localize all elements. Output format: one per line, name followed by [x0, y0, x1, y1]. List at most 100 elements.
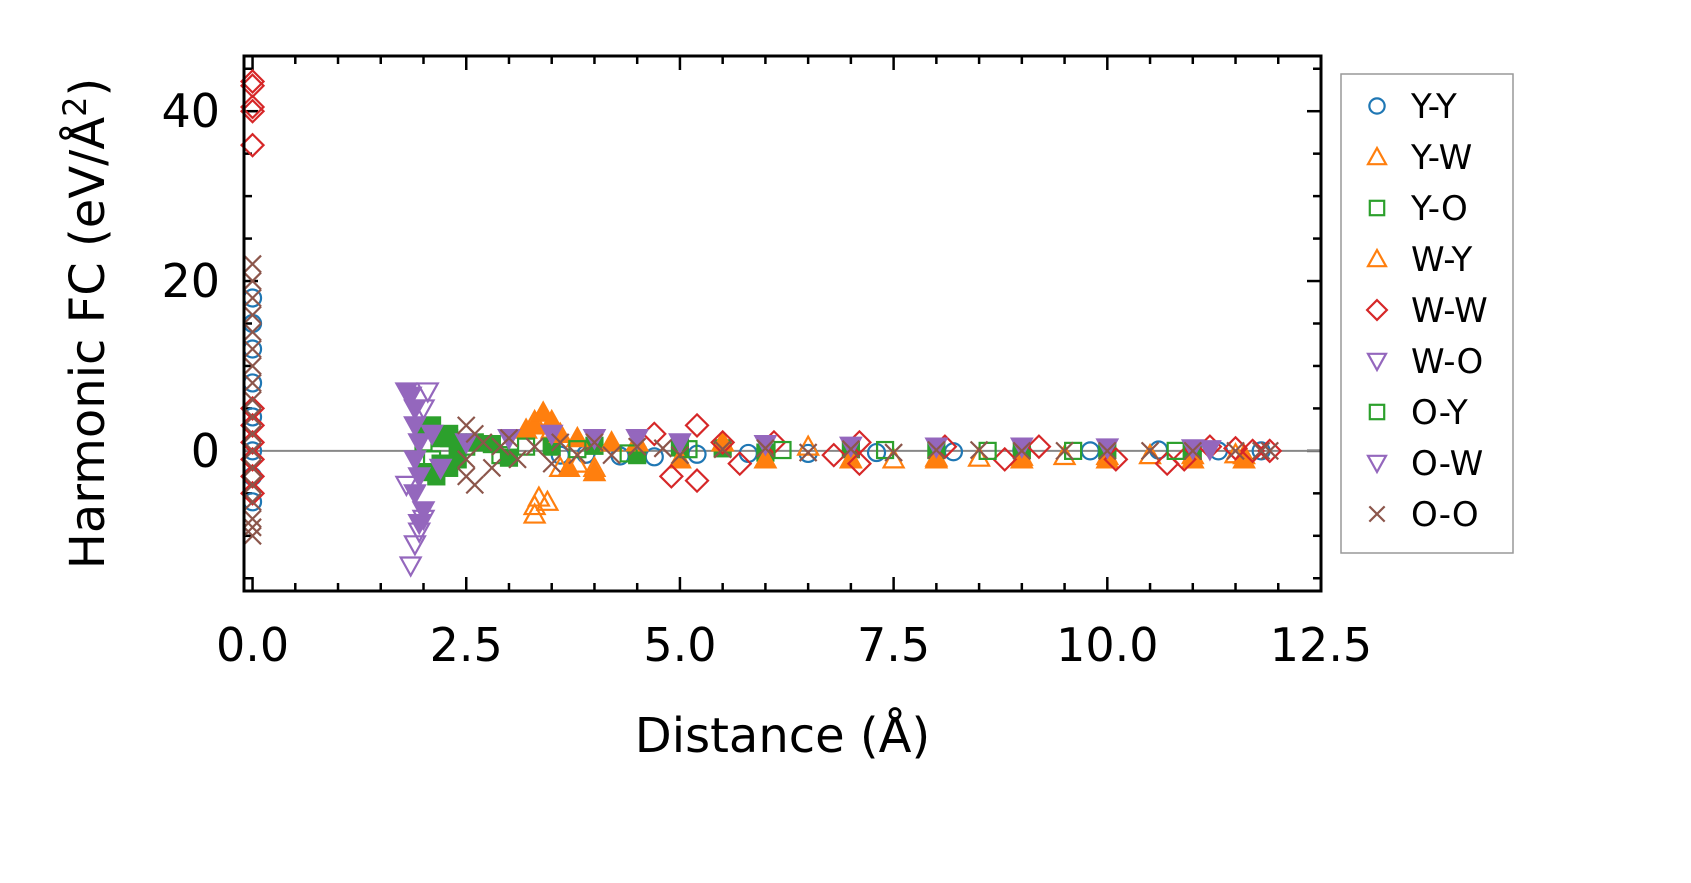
legend-label: W-Y	[1411, 240, 1472, 280]
data-point	[710, 429, 736, 455]
x-tick-label: 5.0	[643, 618, 716, 672]
data-point	[407, 467, 432, 489]
data-point	[407, 433, 432, 455]
data-point	[1226, 441, 1245, 461]
data-point	[992, 446, 1018, 472]
legend-marker	[1368, 403, 1386, 421]
data-point	[1055, 441, 1074, 461]
data-point	[1026, 434, 1052, 460]
data-point	[1009, 437, 1034, 459]
data-point	[684, 412, 710, 438]
data-point	[713, 439, 732, 459]
data-point	[582, 429, 607, 451]
data-point	[753, 447, 778, 469]
data-point	[798, 443, 818, 462]
data-point	[1183, 441, 1203, 461]
data-point	[243, 518, 262, 537]
series-o-o	[243, 254, 1279, 546]
data-point	[670, 445, 690, 465]
data-point	[403, 416, 427, 438]
data-point	[243, 356, 262, 376]
data-point	[773, 440, 792, 460]
data-point	[403, 535, 427, 557]
data-point	[243, 373, 262, 393]
data-point	[1012, 441, 1032, 461]
data-point	[602, 445, 621, 465]
data-point	[658, 463, 684, 489]
legend-marker	[1368, 505, 1386, 523]
data-point	[243, 509, 262, 529]
legend-label: Y-O	[1410, 189, 1468, 229]
data-point	[243, 322, 262, 342]
data-point	[582, 459, 607, 482]
y-tick-label: 20	[161, 254, 220, 308]
data-point	[967, 445, 991, 467]
legend-label: Y-Y	[1410, 87, 1457, 127]
data-point	[499, 428, 519, 448]
y-axis-title-close: )	[60, 78, 116, 97]
data-point	[1240, 438, 1266, 464]
y-tick-label: 40	[161, 84, 220, 138]
data-point	[627, 437, 647, 456]
data-point	[625, 429, 650, 451]
data-point	[243, 475, 262, 495]
data-point	[398, 556, 423, 578]
data-point	[243, 526, 262, 546]
data-point	[1251, 441, 1271, 461]
data-point	[738, 443, 758, 464]
data-point	[243, 305, 262, 325]
data-point	[243, 441, 262, 461]
data-point	[641, 421, 667, 447]
legend-label: O-W	[1411, 444, 1483, 484]
data-point	[668, 447, 692, 469]
y-axis-title-superscript: 2	[56, 96, 94, 116]
legend: Y-Y Y-W Y-O W-Y W-W W-O O-Y O-W O-O	[1340, 73, 1514, 554]
data-point	[599, 430, 624, 452]
x-tick-label: 12.5	[1270, 618, 1372, 672]
data-point	[550, 433, 570, 452]
plot-area-frame	[242, 54, 1323, 593]
y-tick-labels: 0 20 40	[161, 84, 220, 478]
y-tick-label: 0	[191, 424, 220, 478]
legend-marker	[1366, 454, 1388, 475]
data-point	[821, 442, 847, 468]
legend-marker	[1365, 298, 1389, 322]
y-axis-title: Harmonic FC (eV/Å2)	[56, 78, 116, 570]
data-point	[568, 445, 587, 465]
legend-marker	[1366, 247, 1388, 268]
data-point	[420, 424, 444, 447]
data-point	[508, 450, 527, 469]
data-point	[756, 439, 775, 458]
data-point	[403, 399, 427, 421]
x-tick-label: 7.5	[857, 618, 930, 672]
legend-marker	[1368, 199, 1386, 217]
data-point	[924, 437, 949, 459]
x-axis-title: Distance (Å)	[635, 707, 930, 764]
x-tick-labels: 0.0 2.5 5.0 7.5 10.0 12.5	[216, 618, 1372, 672]
data-point	[753, 434, 778, 457]
data-point	[398, 386, 423, 408]
data-point	[1138, 442, 1162, 465]
data-point	[927, 440, 946, 460]
data-point	[542, 454, 561, 473]
data-points	[239, 68, 1283, 578]
data-point	[1257, 438, 1283, 464]
data-point	[243, 390, 262, 410]
data-point	[465, 475, 485, 495]
series-o-w	[394, 382, 1222, 536]
data-point	[243, 339, 262, 359]
legend-marker	[1366, 145, 1388, 166]
x-tick-label: 2.5	[430, 618, 503, 672]
legend-label: W-O	[1411, 342, 1483, 382]
data-point	[653, 439, 673, 458]
data-point	[535, 489, 560, 511]
data-point	[474, 433, 493, 452]
data-point	[411, 501, 436, 523]
data-point	[428, 458, 453, 481]
axis-ticks	[244, 56, 1323, 591]
data-point	[1098, 441, 1117, 461]
data-point	[403, 484, 427, 506]
data-point	[839, 436, 863, 459]
data-point	[1095, 438, 1120, 460]
